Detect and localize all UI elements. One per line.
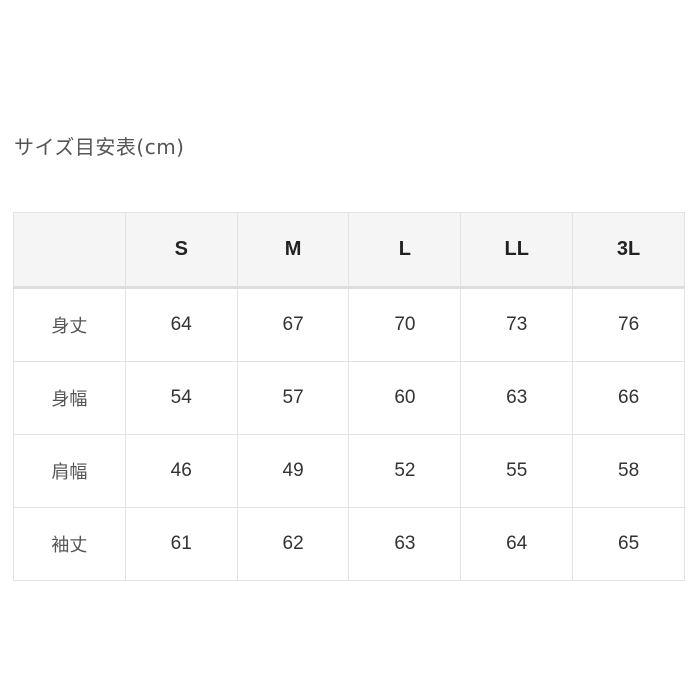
- column-header: LL: [460, 212, 574, 288]
- row-header: 身幅: [13, 361, 126, 435]
- table-cell: 60: [348, 361, 462, 435]
- column-header: L: [348, 212, 462, 288]
- table-cell: 57: [236, 361, 350, 435]
- table-cell: 58: [572, 434, 685, 508]
- table-cell: 61: [124, 507, 238, 581]
- table-cell: 49: [236, 434, 350, 508]
- header-row: S M L LL 3L: [13, 212, 685, 288]
- page-title: サイズ目安表(cm): [14, 135, 185, 159]
- table-row: 身幅 54 57 60 63 66: [13, 361, 685, 435]
- table-cell: 67: [236, 287, 350, 362]
- column-header: M: [236, 212, 350, 288]
- table-cell: 64: [124, 287, 238, 362]
- table-cell: 64: [460, 507, 574, 581]
- table-cell: 63: [460, 361, 574, 435]
- table-cell: 66: [572, 361, 685, 435]
- table-row: 身丈 64 67 70 73 76: [13, 287, 685, 362]
- table-row: 袖丈 61 62 63 64 65: [13, 507, 685, 581]
- table-cell: 76: [572, 287, 685, 362]
- row-header: 身丈: [13, 287, 126, 362]
- table-cell: 63: [348, 507, 462, 581]
- table-cell: 54: [124, 361, 238, 435]
- size-chart-table: S M L LL 3L 身丈 64 67 70 73 76 身幅 54 57 60 63 66 肩幅 46…: [13, 212, 685, 581]
- corner-cell: [13, 212, 126, 288]
- column-header: 3L: [572, 212, 685, 288]
- table-cell: 55: [460, 434, 574, 508]
- table-cell: 70: [348, 287, 462, 362]
- table-cell: 52: [348, 434, 462, 508]
- table-cell: 73: [460, 287, 574, 362]
- row-header: 肩幅: [13, 434, 126, 508]
- table-cell: 65: [572, 507, 685, 581]
- table-row: 肩幅 46 49 52 55 58: [13, 434, 685, 508]
- table-cell: 62: [236, 507, 350, 581]
- row-header: 袖丈: [13, 507, 126, 581]
- table-cell: 46: [124, 434, 238, 508]
- column-header: S: [124, 212, 238, 288]
